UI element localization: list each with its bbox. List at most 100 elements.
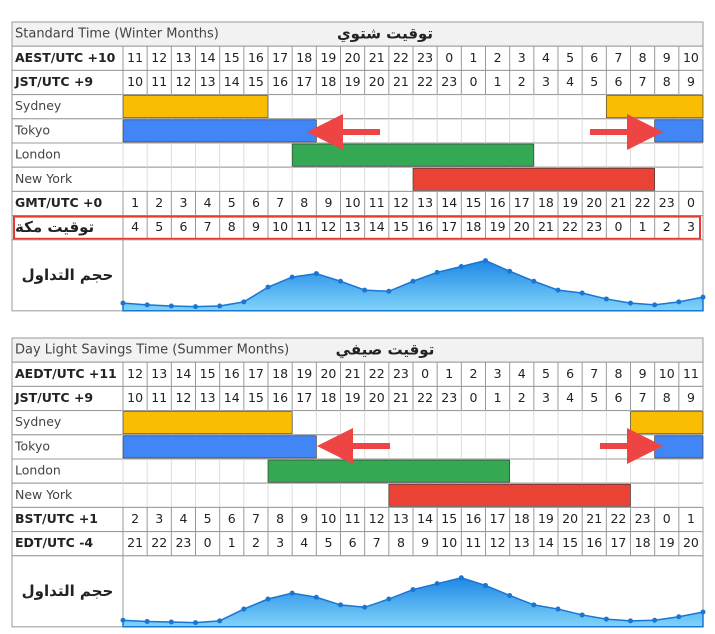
panel-title: Day Light Savings Time (Summer Months) bbox=[15, 343, 289, 358]
volume-point bbox=[193, 304, 198, 310]
hour: 7 bbox=[590, 366, 598, 381]
hour: 16 bbox=[417, 219, 433, 234]
volume-point bbox=[313, 594, 319, 600]
hour: 19 bbox=[659, 535, 675, 550]
hour: 6 bbox=[590, 50, 598, 65]
hour: 17 bbox=[610, 535, 626, 550]
hour: 0 bbox=[445, 50, 453, 65]
panel-title: Standard Time (Winter Months) bbox=[15, 27, 219, 42]
volume-label: حجم التداول bbox=[22, 266, 114, 284]
row-label: London bbox=[15, 463, 61, 478]
hour: 19 bbox=[296, 366, 312, 381]
volume-point bbox=[628, 300, 633, 306]
hour: 8 bbox=[300, 195, 308, 210]
hour: 7 bbox=[204, 219, 212, 234]
row bbox=[11, 531, 704, 557]
hour: 22 bbox=[369, 366, 385, 381]
hour: 21 bbox=[393, 74, 409, 89]
hour: 11 bbox=[345, 511, 361, 526]
hour: 1 bbox=[639, 219, 647, 234]
highlight bbox=[13, 215, 701, 240]
hour: 0 bbox=[663, 511, 671, 526]
hour: 23 bbox=[175, 535, 191, 550]
volume-point bbox=[700, 609, 706, 615]
hour: 16 bbox=[272, 390, 288, 405]
hour: 18 bbox=[465, 219, 481, 234]
volume-point bbox=[289, 274, 295, 280]
volume-point bbox=[483, 582, 488, 588]
hour: 3 bbox=[518, 50, 526, 65]
hour: 3 bbox=[687, 219, 695, 234]
volume-point bbox=[289, 590, 295, 596]
hour: 14 bbox=[224, 390, 240, 405]
hour: 16 bbox=[465, 511, 481, 526]
hour: 19 bbox=[490, 219, 506, 234]
hour: 19 bbox=[345, 390, 361, 405]
hour: 6 bbox=[228, 511, 236, 526]
row-label: EDT/UTC -4 bbox=[15, 535, 93, 550]
hour: 13 bbox=[514, 535, 530, 550]
hour: 23 bbox=[393, 366, 409, 381]
session-bar bbox=[388, 483, 631, 507]
hour: 23 bbox=[586, 219, 602, 234]
hour: 6 bbox=[566, 366, 574, 381]
hour: 9 bbox=[663, 50, 671, 65]
hour: 4 bbox=[179, 511, 187, 526]
hour: 22 bbox=[635, 195, 651, 210]
hour: 6 bbox=[179, 219, 187, 234]
hour: 10 bbox=[345, 195, 361, 210]
hour: 2 bbox=[663, 219, 671, 234]
hour: 21 bbox=[586, 511, 602, 526]
hour: 4 bbox=[131, 219, 139, 234]
hour: 19 bbox=[345, 74, 361, 89]
row-label: BST/UTC +1 bbox=[15, 511, 98, 526]
hour: 11 bbox=[127, 50, 143, 65]
hour: 15 bbox=[224, 50, 240, 65]
volume-point bbox=[144, 302, 150, 308]
volume-point bbox=[313, 271, 319, 277]
hour: 17 bbox=[490, 511, 506, 526]
hour: 17 bbox=[296, 390, 312, 405]
volume-point bbox=[241, 299, 247, 305]
row-label: GMT/UTC +0 bbox=[15, 195, 102, 210]
hour: 7 bbox=[639, 74, 647, 89]
hour: 13 bbox=[200, 390, 216, 405]
volume-label: حجم التداول bbox=[22, 582, 114, 600]
hour: 9 bbox=[639, 366, 647, 381]
hour: 1 bbox=[494, 390, 502, 405]
hour: 4 bbox=[300, 535, 308, 550]
hour: 12 bbox=[151, 50, 167, 65]
hour: 0 bbox=[469, 390, 477, 405]
hour: 1 bbox=[445, 366, 453, 381]
hour: 21 bbox=[127, 535, 143, 550]
volume-point bbox=[603, 296, 609, 302]
volume-point bbox=[241, 606, 247, 612]
hour: 1 bbox=[494, 74, 502, 89]
hour: 14 bbox=[200, 50, 216, 65]
hour: 12 bbox=[490, 535, 506, 550]
hour: 16 bbox=[586, 535, 602, 550]
hour: 12 bbox=[175, 390, 191, 405]
hour: 14 bbox=[538, 535, 554, 550]
hour: 14 bbox=[441, 195, 457, 210]
hour: 23 bbox=[441, 74, 457, 89]
volume-point bbox=[579, 612, 585, 618]
hour: 6 bbox=[614, 390, 622, 405]
hour: 11 bbox=[683, 366, 699, 381]
hour: 7 bbox=[614, 50, 622, 65]
hour: 6 bbox=[349, 535, 357, 550]
hour: 2 bbox=[494, 50, 502, 65]
hour: 18 bbox=[296, 50, 312, 65]
hour: 13 bbox=[393, 511, 409, 526]
hour: 12 bbox=[320, 219, 336, 234]
row-label: New York bbox=[15, 487, 73, 502]
hour: 17 bbox=[272, 50, 288, 65]
hour: 8 bbox=[228, 219, 236, 234]
hour: 20 bbox=[345, 50, 361, 65]
session-bar bbox=[122, 119, 317, 143]
hour: 13 bbox=[417, 195, 433, 210]
panel-title-bar bbox=[11, 21, 704, 47]
volume-point bbox=[555, 606, 561, 612]
session-bar bbox=[606, 95, 704, 119]
